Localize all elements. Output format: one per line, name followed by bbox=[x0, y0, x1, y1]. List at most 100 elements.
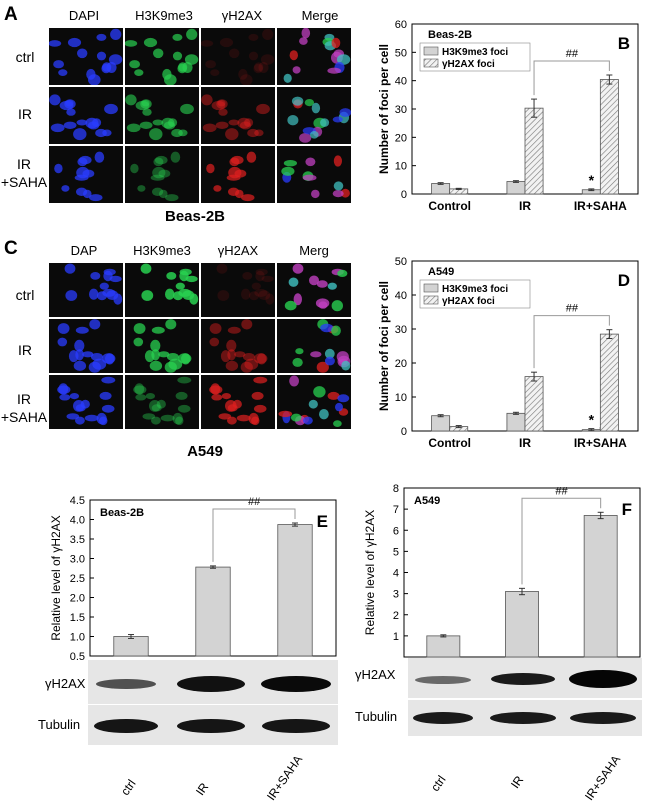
nucleus bbox=[160, 414, 175, 422]
nuclei-field bbox=[284, 263, 348, 312]
micrograph-gh2ax-row3 bbox=[201, 375, 275, 429]
nucleus bbox=[327, 391, 340, 400]
nucleus bbox=[217, 290, 230, 301]
nucleus bbox=[209, 385, 223, 394]
nucleus bbox=[76, 119, 88, 126]
nucleus bbox=[333, 181, 344, 191]
nucleus bbox=[68, 350, 79, 363]
nucleus bbox=[175, 416, 184, 426]
significance-label: ## bbox=[566, 303, 579, 315]
nucleus bbox=[211, 100, 226, 111]
nucleus bbox=[302, 174, 317, 181]
nucleus bbox=[299, 133, 312, 143]
nucleus bbox=[242, 272, 253, 280]
nucleus bbox=[218, 413, 232, 420]
nucleus bbox=[341, 360, 351, 371]
y-tick-label: 2 bbox=[393, 610, 399, 622]
blot-bands-tubulin-e bbox=[94, 719, 330, 733]
row-label-ir-saha-c: IR +SAHA bbox=[0, 391, 48, 425]
band-ir bbox=[491, 673, 555, 685]
micrograph-dapi-row2 bbox=[49, 87, 123, 144]
nucleus bbox=[231, 155, 244, 165]
significance-bracket bbox=[212, 508, 296, 562]
nucleus bbox=[241, 319, 253, 330]
legend-label: H3K9me3 foci bbox=[442, 47, 508, 58]
nucleus bbox=[63, 121, 77, 129]
nucleus bbox=[102, 129, 112, 137]
nucleus bbox=[143, 37, 158, 48]
nucleus bbox=[165, 319, 177, 330]
nucleus bbox=[151, 416, 161, 425]
nucleus bbox=[134, 383, 145, 395]
nucleus bbox=[159, 189, 168, 199]
nucleus bbox=[244, 358, 259, 370]
nucleus bbox=[251, 416, 260, 426]
nuclei-field bbox=[125, 94, 194, 141]
x-category-label: IR bbox=[519, 436, 531, 450]
micrograph-gh2ax-row2 bbox=[201, 319, 275, 373]
lane-label-ctrl-e: ctrl bbox=[118, 776, 139, 799]
col-label-h3k9me3-c: H3K9me3 bbox=[133, 243, 191, 258]
micrograph-dapi-row3 bbox=[49, 146, 123, 203]
significance-label: ## bbox=[555, 485, 568, 497]
bar-gh2ax bbox=[599, 333, 619, 432]
nucleus bbox=[238, 68, 248, 80]
x-category-label: Control bbox=[428, 436, 471, 450]
panel-letter: B bbox=[618, 34, 630, 53]
y-axis-label: Number of foci per cell bbox=[377, 281, 391, 411]
nucleus bbox=[92, 358, 107, 370]
band-ctrl bbox=[415, 676, 471, 684]
nucleus bbox=[162, 68, 172, 80]
y-tick-label: 1.5 bbox=[70, 612, 85, 624]
nucleus bbox=[175, 391, 188, 400]
y-tick-label: 4.0 bbox=[70, 515, 85, 527]
nuclei-field bbox=[201, 94, 270, 141]
nucleus bbox=[310, 351, 322, 358]
bar-h3k9me3 bbox=[431, 183, 451, 195]
cell-line-label-beas2b: Beas-2B bbox=[164, 208, 226, 225]
nucleus bbox=[293, 293, 302, 306]
y-tick-label: 1 bbox=[393, 631, 399, 643]
col-label-dap: DAP bbox=[70, 243, 98, 258]
y-axis-label: Relative level of γH2AX bbox=[363, 510, 377, 635]
nucleus bbox=[64, 99, 76, 109]
nucleus bbox=[96, 291, 108, 301]
nucleus bbox=[130, 163, 139, 174]
micrograph-dapi-row1 bbox=[49, 28, 123, 85]
band-ctrl bbox=[413, 712, 473, 724]
bar-ir-saha bbox=[583, 515, 618, 658]
bar-h3k9me3 bbox=[506, 412, 526, 432]
nuclei-field bbox=[283, 28, 351, 83]
col-label-merge: Merge bbox=[301, 8, 339, 23]
nucleus bbox=[309, 275, 319, 286]
nucleus bbox=[179, 268, 192, 276]
nucleus bbox=[101, 404, 115, 413]
nucleus bbox=[151, 404, 162, 412]
nucleus bbox=[99, 282, 109, 290]
nucleus bbox=[129, 60, 140, 69]
nucleus bbox=[261, 275, 274, 283]
nucleus bbox=[59, 394, 71, 401]
nucleus bbox=[84, 414, 99, 422]
nucleus bbox=[226, 339, 237, 352]
row-label-ctrl: ctrl bbox=[15, 49, 35, 65]
nucleus bbox=[332, 190, 344, 198]
y-tick-label: 7 bbox=[393, 504, 399, 516]
col-label-gh2ax: γH2AX bbox=[221, 8, 263, 23]
nucleus bbox=[235, 189, 244, 199]
row-label-ir-c: IR bbox=[18, 342, 32, 358]
nucleus bbox=[149, 360, 163, 371]
panel-letter: F bbox=[622, 500, 632, 519]
nucleus bbox=[237, 117, 251, 129]
nucleus bbox=[219, 37, 234, 48]
x-category-label: IR+SAHA bbox=[574, 199, 627, 213]
nucleus bbox=[83, 189, 92, 199]
nucleus bbox=[106, 62, 117, 73]
col-label-gh2ax-c: γH2AX bbox=[217, 243, 259, 258]
nuclei-field bbox=[206, 151, 257, 202]
nucleus bbox=[125, 40, 138, 47]
nucleus bbox=[255, 268, 268, 276]
nucleus bbox=[299, 37, 308, 45]
bar-h3k9me3 bbox=[431, 415, 451, 432]
y-tick-label: 1.0 bbox=[70, 632, 85, 644]
